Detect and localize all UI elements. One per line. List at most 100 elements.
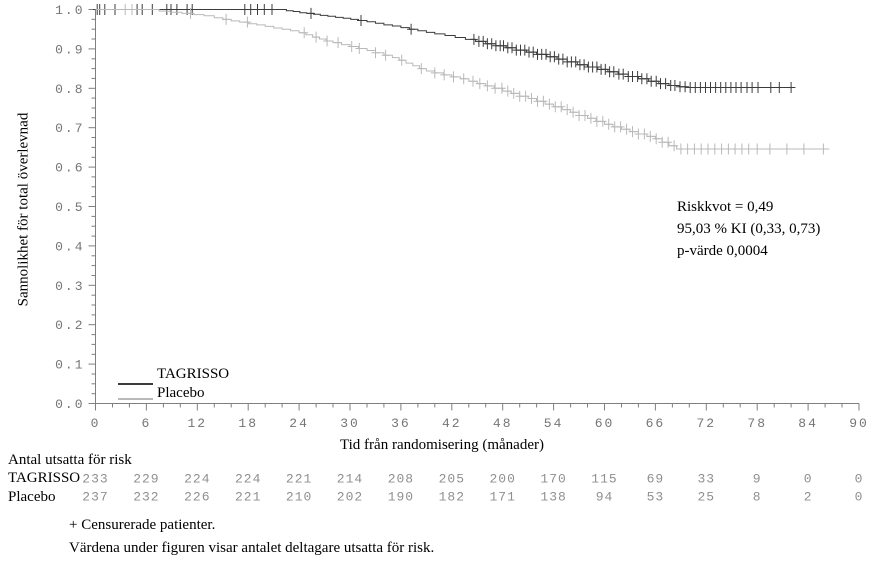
censor-mark-placebo <box>483 80 492 92</box>
survival-curve-tagrisso <box>95 9 796 88</box>
censor-mark-placebo <box>222 13 231 25</box>
p-value-text: p-värde 0,0004 <box>677 243 768 259</box>
censor-mark-placebo <box>503 85 512 97</box>
censor-mark-placebo <box>683 143 692 155</box>
censor-mark-placebo <box>430 67 439 79</box>
x-tick-label: 90 <box>849 416 869 431</box>
censor-mark-placebo <box>355 43 364 54</box>
x-tick-label: 84 <box>798 416 818 431</box>
censor-mark-tagrisso <box>542 48 550 60</box>
y-tick-label: 0.6 <box>55 161 84 176</box>
risk-count: 226 <box>184 490 210 505</box>
risk-count: 224 <box>184 472 210 487</box>
censor-mark-tagrisso <box>633 71 642 82</box>
x-tick-label: 30 <box>340 416 360 431</box>
censor-mark-tagrisso <box>407 23 416 35</box>
censor-mark-placebo <box>312 31 321 43</box>
censor-mark-placebo <box>765 143 774 155</box>
censor-mark-placebo <box>509 87 518 99</box>
x-tick-label: 36 <box>391 416 411 431</box>
x-tick-label: 18 <box>238 416 258 431</box>
censor-mark-placebo <box>186 7 195 19</box>
censor-mark-placebo <box>782 143 791 155</box>
censor-mark-placebo <box>744 143 753 155</box>
hazard-ratio-text: Riskkvot = 0,49 <box>677 199 774 215</box>
censor-mark-placebo <box>753 143 762 155</box>
censor-mark-tagrisso <box>550 51 559 63</box>
censor-mark-placebo <box>646 130 655 142</box>
y-tick-label: 0.1 <box>55 358 84 373</box>
censor-mark-placebo <box>323 35 332 47</box>
censor-mark-tagrisso <box>754 82 762 93</box>
censor-mark-placebo <box>334 37 343 49</box>
censor-mark-tagrisso <box>268 4 276 15</box>
censor-mark-placebo <box>652 133 661 145</box>
censor-mark-tagrisso <box>670 80 679 91</box>
risk-count: 0 <box>804 472 813 487</box>
censor-mark-tagrisso <box>260 4 269 15</box>
stats-annotation: Riskkvot = 0,49 95,03 % KI (0,33, 0,73) … <box>677 196 820 262</box>
y-tick-label: 0.0 <box>55 397 84 412</box>
censor-mark-tagrisso <box>469 33 478 45</box>
x-tick-label: 60 <box>595 416 615 431</box>
censor-mark-placebo <box>676 143 685 155</box>
censor-mark-tagrisso <box>253 4 262 15</box>
x-tick-label: 78 <box>747 416 767 431</box>
censor-mark-placebo <box>557 101 566 113</box>
censor-mark-placebo <box>724 143 733 155</box>
censor-mark-placebo <box>475 78 484 90</box>
risk-count: 94 <box>596 490 614 505</box>
censor-mark-tagrisso <box>479 35 488 47</box>
risk-count: 53 <box>647 490 665 505</box>
censor-mark-placebo <box>440 69 449 81</box>
censor-mark-placebo <box>545 98 554 110</box>
confidence-interval-text: 95,03 % KI (0,33, 0,73) <box>677 221 821 237</box>
censor-mark-tagrisso <box>592 61 601 73</box>
risk-count: 200 <box>489 472 515 487</box>
risk-count: 115 <box>591 472 617 487</box>
risk-count: 214 <box>337 472 363 487</box>
y-tick-label: 0.7 <box>55 121 84 136</box>
censor-mark-placebo <box>731 143 740 155</box>
y-tick-label: 0.8 <box>55 82 84 97</box>
risk-count: 69 <box>647 472 665 487</box>
censor-mark-placebo <box>640 128 649 140</box>
censor-mark-tagrisso <box>787 82 796 93</box>
censor-mark-placebo <box>717 143 726 155</box>
x-tick-label: 48 <box>493 416 513 431</box>
censor-mark-tagrisso <box>601 63 610 75</box>
censor-mark-tagrisso <box>520 44 529 56</box>
risk-row-label-tagrisso: TAGRISSO <box>8 470 81 486</box>
y-tick-label: 0.2 <box>55 318 84 333</box>
risk-count: 0 <box>855 490 864 505</box>
censor-mark-placebo <box>381 49 390 61</box>
censor-mark-placebo <box>569 106 578 118</box>
risk-count: 205 <box>439 472 465 487</box>
legend-line-placebo <box>118 398 153 400</box>
censor-mark-placebo <box>128 4 136 15</box>
risk-count: 221 <box>286 472 312 487</box>
y-tick-label: 0.3 <box>55 279 84 294</box>
risk-count: 0 <box>855 472 864 487</box>
y-tick-label: 0.5 <box>55 200 84 215</box>
censor-mark-placebo <box>449 71 458 83</box>
censor-mark-placebo <box>690 143 699 155</box>
censor-mark-tagrisso <box>642 73 651 85</box>
censor-mark-placebo <box>581 110 589 121</box>
censor-mark-placebo <box>469 75 477 87</box>
risk-count: 9 <box>753 472 762 487</box>
risk-table-header: Antal utsatta för risk <box>8 452 132 468</box>
censor-mark-tagrisso <box>766 82 775 93</box>
risk-count: 170 <box>540 472 566 487</box>
censor-mark-tagrisso <box>499 40 508 52</box>
legend-line-tagrisso <box>118 383 153 385</box>
censor-mark-placebo <box>670 140 679 152</box>
risk-row-label-placebo: Placebo <box>8 489 56 505</box>
risk-count: 182 <box>439 490 465 505</box>
risk-count: 229 <box>133 472 159 487</box>
risk-count: 2 <box>804 490 813 505</box>
legend-label-placebo: Placebo <box>157 385 205 401</box>
censor-mark-tagrisso <box>571 56 580 68</box>
censor-mark-tagrisso <box>558 53 567 65</box>
